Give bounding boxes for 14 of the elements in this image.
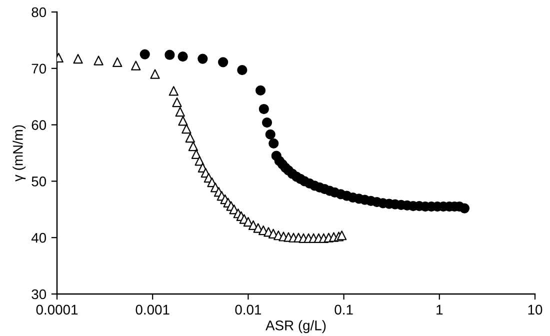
x-tick-label: 1 bbox=[436, 304, 443, 314]
y-tick-label: 70 bbox=[32, 64, 46, 74]
y-axis-title: γ (mN/m) bbox=[12, 125, 26, 182]
y-tick-label: 60 bbox=[32, 120, 46, 130]
y-tick-label: 80 bbox=[32, 7, 46, 18]
y-tick-label: 40 bbox=[31, 232, 46, 243]
x-axis-title: ASR (g/L) bbox=[266, 320, 326, 334]
x-tick-label: 10 bbox=[528, 304, 542, 315]
y-tick-label: 50 bbox=[32, 176, 46, 186]
x-tick-label: 0.1 bbox=[334, 304, 353, 315]
x-tick-label: 0.01 bbox=[235, 304, 262, 315]
y-tick-label: 30 bbox=[32, 289, 46, 300]
x-tick-label: 0.0001 bbox=[36, 304, 78, 315]
x-tick-label: 0.001 bbox=[136, 304, 170, 315]
